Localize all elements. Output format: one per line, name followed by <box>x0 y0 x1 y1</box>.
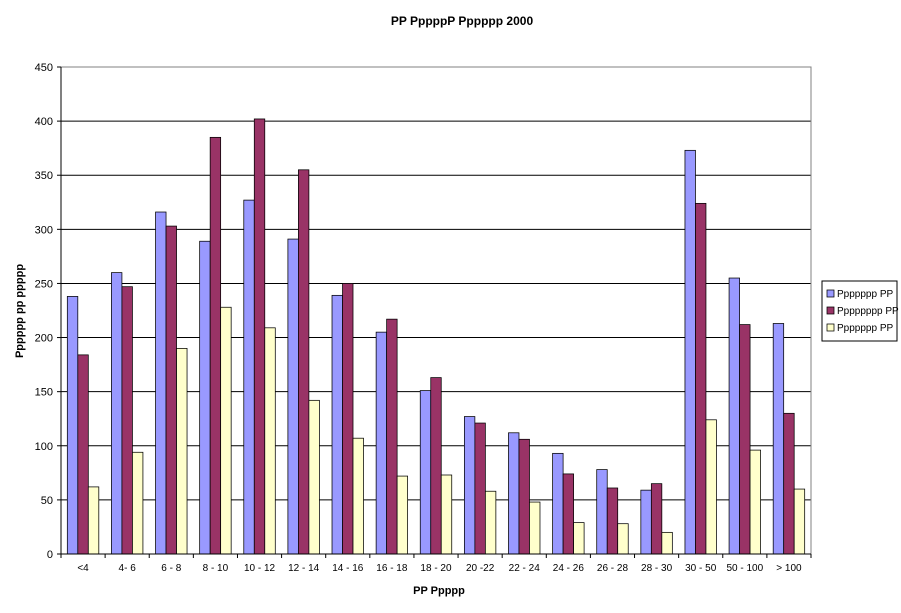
bar <box>209 136 222 555</box>
legend-label: Pppppppp PP <box>837 306 899 317</box>
bar <box>606 487 619 555</box>
x-tick-labels: <4 4- 6 6 - 8 8 - 10 10 - 12 12 - 14 14 - 16 16… <box>60 554 812 574</box>
bar <box>253 118 266 555</box>
bar <box>66 296 79 555</box>
bar <box>728 277 740 555</box>
x-tick-label: 14 - 16 <box>332 563 364 574</box>
bar <box>749 449 761 555</box>
bar <box>772 323 785 555</box>
x-tick-label: 22 - 24 <box>509 563 541 574</box>
y-tick-label: 150 <box>35 387 53 399</box>
bar <box>342 283 354 555</box>
x-tick-label: 24 - 26 <box>553 563 585 574</box>
bar <box>661 531 673 555</box>
bar <box>243 199 255 555</box>
bar <box>508 432 520 555</box>
bar <box>386 318 398 555</box>
bar <box>705 419 717 555</box>
axes <box>60 66 812 555</box>
x-tick-label: 10 - 12 <box>244 563 276 574</box>
bar <box>463 416 476 555</box>
legend-label: Ppppppp PP <box>837 323 893 334</box>
bar <box>650 483 663 555</box>
y-tick-label: 450 <box>35 62 53 74</box>
x-tick-label: 18 - 20 <box>420 563 452 574</box>
bar <box>155 211 167 555</box>
x-tick-label: 20 -22 <box>466 563 495 574</box>
bar <box>331 294 343 555</box>
y-tick-label: 100 <box>35 441 53 453</box>
bar <box>596 469 608 555</box>
bar <box>264 327 276 555</box>
bar <box>783 412 795 555</box>
bar <box>199 240 211 555</box>
bar <box>552 452 564 555</box>
legend: Ppppppp PP Pppppppp PP Ppppppp PP <box>821 280 899 342</box>
y-tick-label: 200 <box>35 333 53 345</box>
y-tick-labels: 0 50 100 150 200 250 300 350 400 450 <box>35 62 61 561</box>
bars <box>66 118 806 555</box>
bar <box>573 522 585 555</box>
x-tick-label: 6 - 8 <box>161 563 181 574</box>
bar <box>440 474 453 555</box>
bar <box>617 523 629 555</box>
y-tick-label: 350 <box>35 170 53 182</box>
y-tick-label: 250 <box>35 278 53 290</box>
bar <box>430 377 442 555</box>
y-tick-label: 0 <box>47 549 53 561</box>
bar <box>793 488 806 555</box>
y-tick-label: 300 <box>35 224 53 236</box>
x-tick-label: > 100 <box>776 563 802 574</box>
bar <box>121 286 133 555</box>
bar <box>419 390 432 555</box>
bar <box>176 348 188 555</box>
y-tick-label: 400 <box>35 116 53 128</box>
bar <box>287 238 299 555</box>
bar <box>298 169 310 555</box>
x-tick-label: 12 - 14 <box>288 563 320 574</box>
bar <box>352 437 364 555</box>
x-tick-label: 4- 6 <box>119 563 137 574</box>
bar <box>739 324 751 555</box>
x-tick-label: 26 - 28 <box>597 563 629 574</box>
y-axis-title: Pppppp pp ppppp <box>14 264 26 358</box>
legend-swatch <box>826 306 835 315</box>
x-tick-label: <4 <box>77 563 89 574</box>
chart-title: PP PppppP Pppppp 2000 <box>391 14 534 28</box>
bar <box>529 501 541 555</box>
legend-label: Ppppppp PP <box>837 289 893 300</box>
bar <box>684 149 696 555</box>
bar <box>518 438 530 555</box>
legend-swatch <box>826 323 835 332</box>
x-tick-label: 28 - 30 <box>641 563 673 574</box>
x-tick-label: 30 - 50 <box>685 563 717 574</box>
bar <box>562 473 574 555</box>
bar <box>396 475 409 555</box>
bar <box>220 306 232 555</box>
x-axis-title: PP Ppppp <box>413 585 465 597</box>
bar <box>111 272 123 555</box>
x-tick-label: 8 - 10 <box>203 563 229 574</box>
x-tick-label: 50 - 100 <box>726 563 763 574</box>
legend-swatch <box>826 289 835 298</box>
bar <box>77 354 89 555</box>
bar <box>474 422 486 555</box>
bar <box>484 490 497 555</box>
bar <box>375 331 388 555</box>
y-tick-label: 50 <box>41 495 53 507</box>
bar <box>87 486 100 555</box>
bar <box>695 202 707 555</box>
bar <box>308 399 320 555</box>
bar <box>165 225 177 555</box>
bar <box>640 489 652 555</box>
bar <box>132 451 144 555</box>
x-tick-label: 16 - 18 <box>376 563 408 574</box>
legend-box <box>821 280 898 342</box>
